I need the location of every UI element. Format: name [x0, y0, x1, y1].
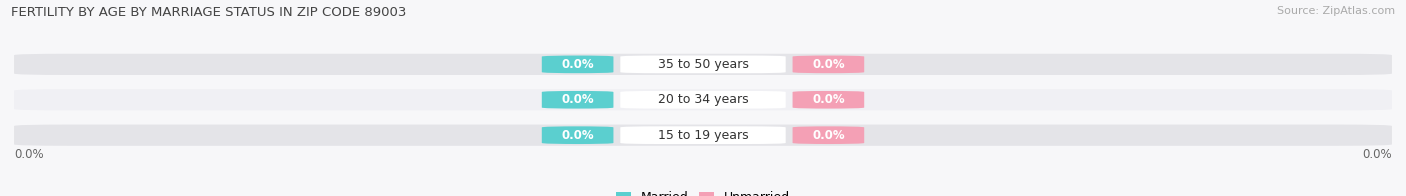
FancyBboxPatch shape: [793, 55, 865, 73]
FancyBboxPatch shape: [541, 55, 613, 73]
Text: 20 to 34 years: 20 to 34 years: [658, 93, 748, 106]
FancyBboxPatch shape: [541, 91, 613, 109]
FancyBboxPatch shape: [793, 126, 865, 144]
Text: 0.0%: 0.0%: [561, 129, 593, 142]
FancyBboxPatch shape: [620, 126, 786, 144]
FancyBboxPatch shape: [541, 126, 613, 144]
Legend: Married, Unmarried: Married, Unmarried: [613, 189, 793, 196]
Text: 0.0%: 0.0%: [813, 93, 845, 106]
FancyBboxPatch shape: [793, 91, 865, 109]
Text: 0.0%: 0.0%: [1362, 148, 1392, 161]
Text: 0.0%: 0.0%: [813, 129, 845, 142]
Text: 0.0%: 0.0%: [14, 148, 44, 161]
Text: 15 to 19 years: 15 to 19 years: [658, 129, 748, 142]
Text: 0.0%: 0.0%: [813, 58, 845, 71]
FancyBboxPatch shape: [620, 55, 786, 73]
Text: Source: ZipAtlas.com: Source: ZipAtlas.com: [1277, 6, 1395, 16]
FancyBboxPatch shape: [14, 54, 1392, 75]
Text: 0.0%: 0.0%: [561, 58, 593, 71]
FancyBboxPatch shape: [14, 124, 1392, 146]
Text: 35 to 50 years: 35 to 50 years: [658, 58, 748, 71]
Text: 0.0%: 0.0%: [561, 93, 593, 106]
Text: FERTILITY BY AGE BY MARRIAGE STATUS IN ZIP CODE 89003: FERTILITY BY AGE BY MARRIAGE STATUS IN Z…: [11, 6, 406, 19]
FancyBboxPatch shape: [14, 89, 1392, 110]
FancyBboxPatch shape: [620, 91, 786, 109]
